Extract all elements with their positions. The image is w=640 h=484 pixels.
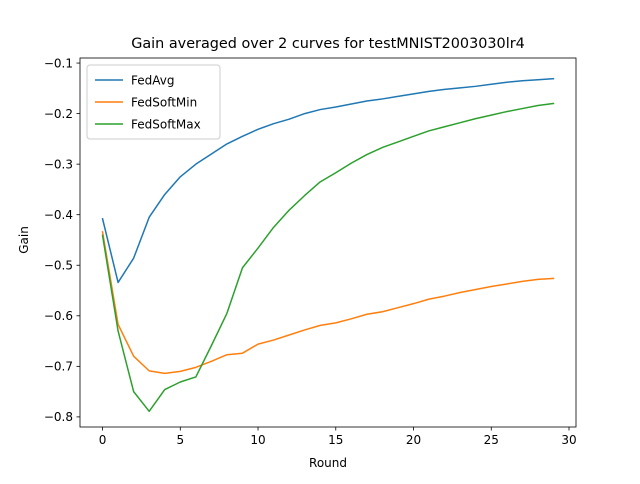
- x-axis-label: Round: [309, 456, 347, 470]
- y-tick-label: −0.6: [44, 309, 73, 323]
- series-line-fedavg: [101, 77, 555, 284]
- x-tick-label: 5: [176, 433, 184, 447]
- y-tick-label: −0.3: [44, 157, 73, 171]
- x-tick-label: 0: [99, 433, 107, 447]
- x-tick-label: 30: [561, 433, 576, 447]
- legend-label-fedavg: FedAvg: [131, 73, 174, 87]
- y-tick-label: −0.4: [44, 208, 73, 222]
- y-tick-label: −0.5: [44, 259, 73, 273]
- y-axis-label: Gain: [17, 226, 31, 254]
- y-tick-label: −0.1: [44, 56, 73, 70]
- series-layer: [101, 77, 555, 413]
- chart-title: Gain averaged over 2 curves for testMNIS…: [131, 36, 525, 52]
- x-tick-label: 15: [328, 433, 343, 447]
- series-line-fedsoftmax: [101, 102, 555, 413]
- legend: FedAvg FedSoftMin FedSoftMax: [86, 64, 221, 140]
- series-line-fedsoftmin: [101, 231, 555, 375]
- legend-label-fedsoftmin: FedSoftMin: [131, 95, 197, 109]
- legend-label-fedsoftmax: FedSoftMax: [131, 117, 201, 131]
- legend-box: [86, 64, 221, 140]
- x-tick-label: 20: [406, 433, 421, 447]
- y-tick-label: −0.8: [44, 410, 73, 424]
- plot-frame: [79, 57, 577, 428]
- y-tick-label: −0.2: [44, 107, 73, 121]
- y-tick-label: −0.7: [44, 360, 73, 374]
- x-tick-label: 10: [250, 433, 265, 447]
- axes-layer: 0 5 10 15 20 25 30 −0.8 −0.7 −0.6 −0.5 −0.4 −0.3 −0.2…: [44, 56, 577, 447]
- x-tick-label: 25: [484, 433, 499, 447]
